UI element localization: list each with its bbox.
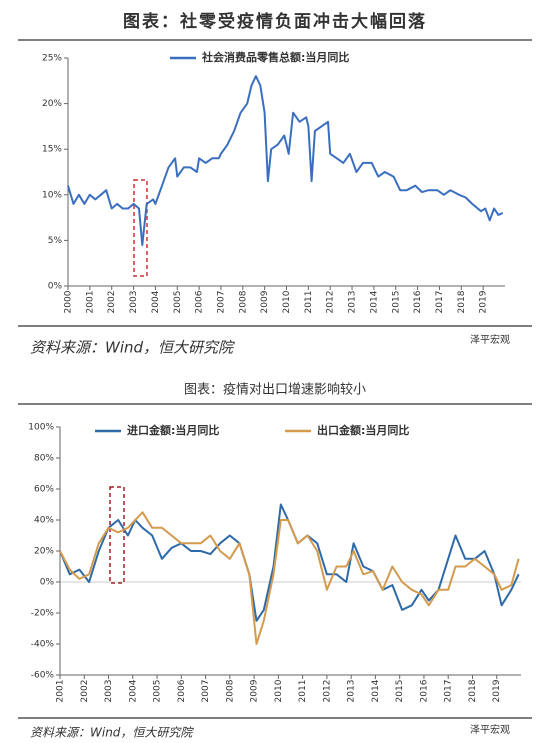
x-tick-label: 2012 [326, 291, 336, 314]
source-note: 资料来源：Wind，恒大研究院 [30, 726, 194, 740]
y-tick-label: 20% [34, 547, 54, 557]
x-tick-label: 2018 [468, 679, 478, 702]
x-tick-label: 2014 [369, 290, 379, 313]
x-tick-label: 2013 [348, 291, 358, 314]
y-tick-label: 0% [48, 282, 63, 292]
y-tick-label: 40% [34, 516, 54, 526]
chart-title: 图表：疫情对出口增速影响较小 [184, 382, 366, 398]
x-tick-label: 2012 [322, 680, 332, 703]
y-tick-label: -40% [31, 640, 55, 650]
x-tick-label: 2015 [391, 291, 401, 314]
x-tick-label: 2019 [492, 679, 502, 702]
x-tick-label: 2011 [304, 291, 314, 314]
x-tick-label: 2009 [250, 679, 260, 702]
y-tick-label: 25% [42, 54, 62, 64]
watermark: 泽平宏观 [470, 723, 510, 736]
x-tick-label: 2010 [282, 290, 292, 313]
y-tick-label: 80% [34, 454, 54, 464]
legend-label: 出口金额:当月同比 [317, 423, 409, 437]
x-tick-label: 2010 [274, 679, 284, 702]
x-tick-label: 2016 [413, 290, 423, 313]
y-tick-label: 100% [28, 423, 54, 433]
x-tick-label: 2018 [457, 290, 467, 313]
x-tick-label: 2004 [151, 290, 161, 313]
x-tick-label: 2004 [128, 679, 138, 702]
highlight-box [109, 486, 125, 584]
x-tick-label: 2013 [347, 680, 357, 703]
y-tick-label: 60% [34, 485, 54, 495]
x-tick-label: 2007 [201, 680, 211, 703]
x-tick-label: 2009 [260, 290, 270, 313]
x-tick-label: 2003 [104, 680, 114, 703]
x-tick-label: 2003 [129, 291, 139, 314]
y-tick-label: 15% [42, 145, 62, 155]
x-tick-label: 2017 [435, 291, 445, 314]
x-tick-label: 2008 [225, 679, 235, 702]
x-tick-label: 2002 [80, 680, 90, 703]
series-line [59, 511, 520, 645]
x-tick-label: 2007 [216, 291, 226, 314]
x-tick-label: 2002 [107, 291, 117, 314]
legend-label: 进口金额:当月同比 [127, 423, 219, 437]
watermark: 泽平宏观 [470, 333, 510, 346]
y-tick-label: 10% [42, 190, 62, 200]
y-tick-label: -20% [31, 609, 55, 619]
legend-label: 社会消费品零售总额:当月同比 [201, 50, 349, 64]
y-tick-label: -60% [31, 671, 55, 681]
x-tick-label: 2005 [153, 680, 163, 703]
x-tick-label: 2006 [195, 290, 205, 313]
y-tick-label: 20% [42, 99, 62, 109]
x-tick-label: 2008 [238, 290, 248, 313]
y-tick-label: 5% [48, 236, 63, 246]
x-tick-label: 2001 [56, 680, 66, 703]
x-tick-label: 2001 [85, 291, 95, 314]
x-tick-label: 2019 [479, 290, 489, 313]
x-tick-label: 2005 [173, 291, 183, 314]
x-tick-label: 2016 [419, 679, 429, 702]
series-line [67, 75, 504, 246]
chart-title: 图表：社零受疫情负面冲击大幅回落 [123, 11, 427, 32]
x-tick-label: 2014 [371, 679, 381, 702]
x-tick-label: 2006 [177, 679, 187, 702]
x-tick-label: 2015 [395, 680, 405, 703]
x-tick-label: 2011 [298, 680, 308, 703]
source-note: 资料来源：Wind，恒大研究院 [30, 339, 235, 357]
x-tick-label: 2017 [444, 680, 454, 703]
x-tick-label: 2000 [64, 290, 74, 313]
highlight-box [133, 179, 148, 277]
y-tick-label: 0% [40, 578, 55, 588]
